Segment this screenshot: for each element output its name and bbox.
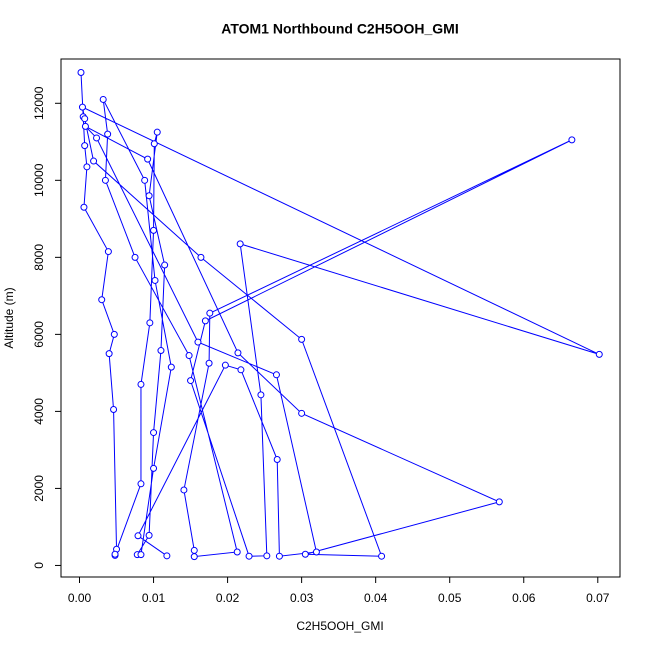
point — [234, 349, 242, 357]
point — [201, 317, 209, 325]
point — [144, 155, 152, 163]
y-tick-label: 4000 — [32, 398, 46, 425]
point — [190, 553, 198, 561]
y-tick-label: 10000 — [32, 163, 46, 197]
point — [83, 163, 91, 171]
point — [205, 359, 213, 367]
point — [150, 429, 158, 437]
point — [153, 128, 161, 136]
point — [167, 363, 175, 371]
x-tick-label: 0.03 — [290, 591, 314, 605]
y-tick-label: 12000 — [32, 86, 46, 120]
point — [298, 335, 306, 343]
y-axis-label: Altitude (m) — [2, 287, 16, 348]
point — [80, 203, 88, 211]
point — [111, 550, 119, 558]
point — [110, 405, 118, 413]
point — [145, 531, 153, 539]
y-tick-label: 8000 — [32, 244, 46, 271]
point — [150, 226, 158, 234]
point — [157, 347, 165, 355]
point — [568, 136, 576, 144]
point — [301, 550, 309, 558]
point — [104, 248, 112, 256]
x-tick-label: 0.05 — [438, 591, 462, 605]
x-tick-label: 0.04 — [364, 591, 388, 605]
point — [98, 296, 106, 304]
point — [137, 380, 145, 388]
y-tick-label: 2000 — [32, 475, 46, 502]
point — [137, 480, 145, 488]
point — [163, 552, 171, 560]
x-tick-label: 0.06 — [512, 591, 536, 605]
y-tick-label: 6000 — [32, 321, 46, 348]
x-tick-label: 0.02 — [216, 591, 240, 605]
point — [137, 551, 145, 559]
point — [146, 319, 154, 327]
point — [257, 391, 265, 399]
point — [105, 350, 113, 358]
point — [131, 253, 139, 261]
point — [81, 115, 89, 123]
y-tick-label: 0 — [32, 562, 46, 569]
point — [141, 176, 149, 184]
point — [151, 276, 159, 284]
point — [180, 486, 188, 494]
point — [237, 366, 245, 374]
point — [272, 371, 280, 379]
point — [378, 552, 386, 560]
point — [90, 157, 98, 165]
point — [101, 176, 109, 184]
chart-title: ATOM1 Northbound C2H5OOH_GMI — [221, 21, 458, 37]
point — [104, 130, 112, 138]
point — [263, 552, 271, 560]
point — [93, 134, 101, 142]
point — [190, 546, 198, 554]
point — [185, 352, 193, 360]
point — [161, 261, 169, 269]
series-line — [80, 72, 600, 558]
point — [99, 95, 107, 103]
point — [78, 103, 86, 111]
point — [312, 548, 320, 556]
point — [150, 464, 158, 472]
x-tick-label: 0.07 — [586, 591, 610, 605]
x-tick-label: 0.01 — [142, 591, 166, 605]
plot-box — [60, 58, 621, 578]
point — [298, 409, 306, 417]
point — [150, 140, 158, 148]
point — [595, 350, 603, 358]
point — [221, 361, 229, 369]
point — [187, 377, 195, 385]
x-axis-label: C2H5OOH_GMI — [296, 619, 383, 633]
point — [233, 548, 241, 556]
point — [134, 532, 142, 540]
point — [206, 309, 214, 317]
point — [81, 142, 89, 150]
x-tick-label: 0.00 — [68, 591, 92, 605]
point — [273, 456, 281, 464]
point — [77, 68, 85, 76]
point — [197, 253, 205, 261]
point — [245, 552, 253, 560]
point — [194, 338, 202, 346]
point — [495, 498, 503, 506]
point — [275, 552, 283, 560]
point — [236, 240, 244, 248]
point — [110, 330, 118, 338]
point — [145, 192, 153, 200]
point — [81, 122, 89, 130]
